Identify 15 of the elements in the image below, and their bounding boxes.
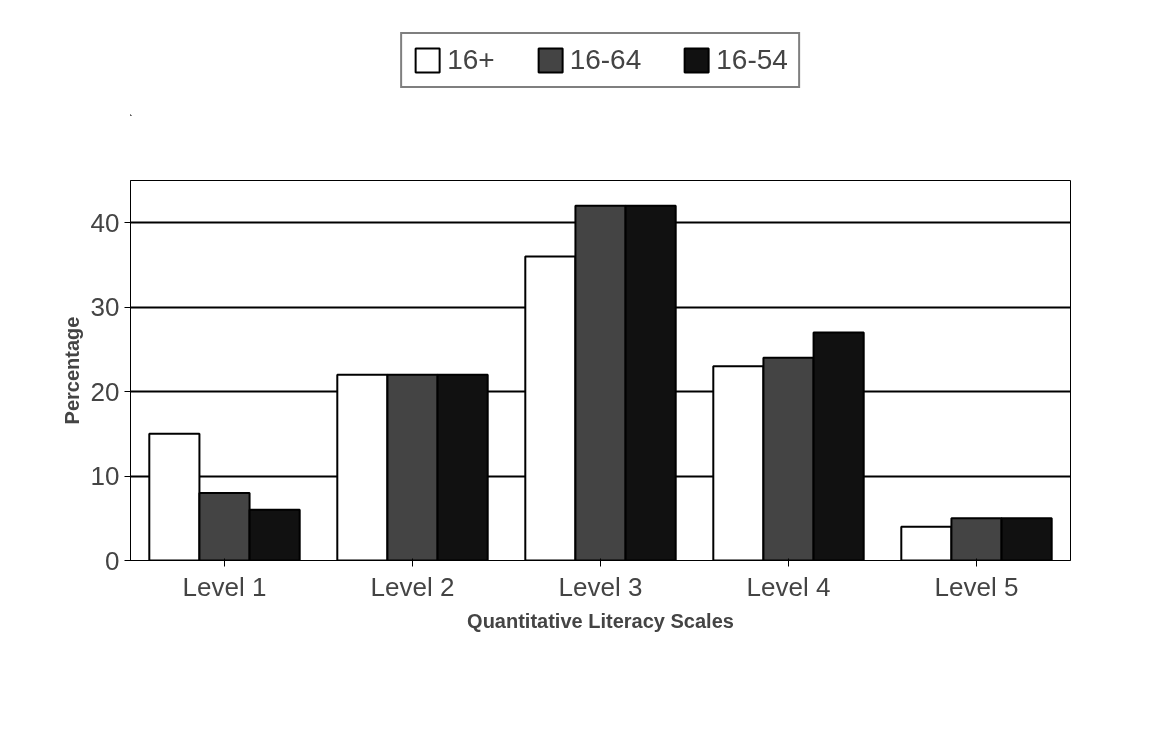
y-axis-title: Percentage xyxy=(60,316,83,425)
x-tick-label: Level 2 xyxy=(370,571,455,602)
legend-label: 16-54 xyxy=(716,44,788,76)
y-tick-label: 40 xyxy=(90,207,120,238)
y-tick-label: 10 xyxy=(90,461,120,492)
y-tick-label: 30 xyxy=(90,292,120,323)
x-axis-title: Quantitative Literacy Scales xyxy=(467,609,734,632)
x-tick-label: Level 4 xyxy=(746,571,831,602)
y-tick-label: 20 xyxy=(90,376,120,407)
legend-label: 16+ xyxy=(447,44,495,76)
legend-label: 16-64 xyxy=(569,44,642,76)
y-tick-label: 0 xyxy=(105,545,120,576)
x-tick-label: Level 3 xyxy=(558,571,643,602)
x-tick-label: Level 1 xyxy=(182,571,267,602)
x-tick-label: Level 5 xyxy=(934,571,1019,602)
